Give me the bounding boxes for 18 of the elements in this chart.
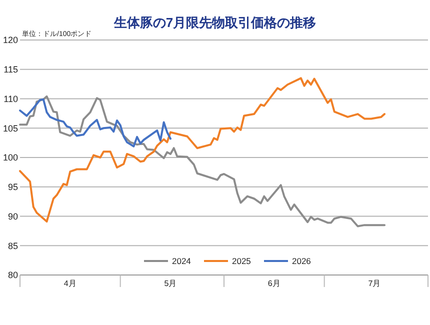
y-tick-label: 105 — [2, 123, 18, 134]
legend-label: 2026 — [292, 256, 312, 266]
y-tick-label: 110 — [4, 94, 18, 104]
legend-label: 2025 — [232, 256, 252, 266]
line-series — [19, 98, 172, 148]
chart-title: 生体豚の7月限先物取引価格の推移 — [112, 15, 316, 30]
y-tick-label: 85 — [8, 240, 18, 251]
legend-label: 2024 — [172, 256, 192, 266]
x-tick-label: 6月 — [268, 279, 280, 288]
y-tick-label: 95 — [8, 182, 18, 192]
y-tick-label: 100 — [2, 152, 18, 163]
x-tick-label: 5月 — [164, 279, 177, 288]
x-tick-label: 7月 — [368, 279, 381, 288]
y-tick-label: 80 — [8, 270, 18, 280]
x-tick-label: 4月 — [64, 279, 76, 288]
y-tick-label: 90 — [8, 211, 18, 222]
y-tick-label: 120 — [2, 35, 18, 46]
y-tick-label: 115 — [4, 64, 18, 75]
